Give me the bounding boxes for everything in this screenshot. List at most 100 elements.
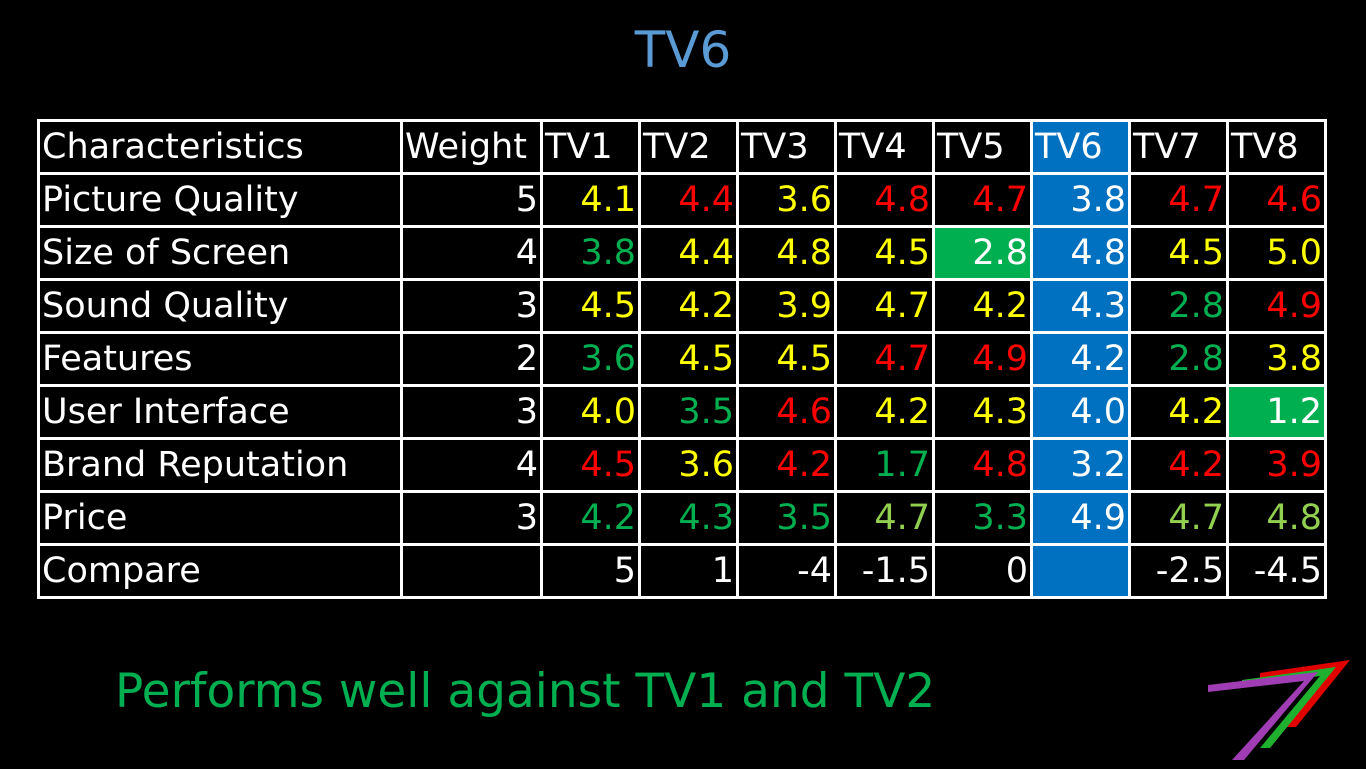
score-cell: -4 [736, 543, 837, 599]
row-label: Size of Screen [37, 225, 403, 281]
table-row: Price 3 4.2 4.3 3.5 4.7 3.3 4.9 4.7 4.8 [37, 490, 1327, 546]
score-cell: 4.5 [834, 225, 935, 281]
weight-cell: 4 [400, 437, 543, 493]
score-cell: 4.6 [1226, 172, 1327, 228]
weight-cell: 3 [400, 490, 543, 546]
row-label: User Interface [37, 384, 403, 440]
score-cell: 4.9 [1030, 490, 1131, 546]
score-cell: 4.5 [540, 278, 641, 334]
score-cell: 4.7 [1128, 490, 1229, 546]
row-label: Features [37, 331, 403, 387]
weight-cell: 4 [400, 225, 543, 281]
table-row: Sound Quality 3 4.5 4.2 3.9 4.7 4.2 4.3 2.8 4.9 [37, 278, 1327, 334]
score-cell: 4.9 [1226, 278, 1327, 334]
score-cell: 3.2 [1030, 437, 1131, 493]
score-cell: 4.6 [736, 384, 837, 440]
score-cell: 4.8 [1226, 490, 1327, 546]
table-row: Picture Quality 5 4.1 4.4 3.6 4.8 4.7 3.8 4.7 4.6 [37, 172, 1327, 228]
score-cell: 4.5 [638, 331, 739, 387]
score-cell: 1.2 [1226, 384, 1327, 440]
table-row: User Interface 3 4.0 3.5 4.6 4.2 4.3 4.0 4.2 1.2 [37, 384, 1327, 440]
score-cell: 4.2 [932, 278, 1033, 334]
score-cell [1030, 543, 1131, 599]
weight-cell: 5 [400, 172, 543, 228]
score-cell: 3.8 [1030, 172, 1131, 228]
score-cell: 4.7 [1128, 172, 1229, 228]
score-cell: 2.8 [1128, 278, 1229, 334]
weight-cell: 2 [400, 331, 543, 387]
header-cell: TV4 [834, 119, 935, 175]
score-cell: 4.5 [540, 437, 641, 493]
score-cell: 1.7 [834, 437, 935, 493]
score-cell: 4.9 [932, 331, 1033, 387]
table-row: Features 2 3.6 4.5 4.5 4.7 4.9 4.2 2.8 3.8 [37, 331, 1327, 387]
header-cell: TV8 [1226, 119, 1327, 175]
row-label: Compare [37, 543, 403, 599]
score-cell: 4.5 [736, 331, 837, 387]
score-cell: 3.5 [736, 490, 837, 546]
score-cell: 4.7 [932, 172, 1033, 228]
header-cell: TV1 [540, 119, 641, 175]
header-cell: Weight [400, 119, 543, 175]
score-cell: -2.5 [1128, 543, 1229, 599]
weight-cell [400, 543, 543, 599]
score-cell: 4.2 [1128, 437, 1229, 493]
weight-cell: 3 [400, 278, 543, 334]
score-cell: 1 [638, 543, 739, 599]
score-cell: 4.1 [540, 172, 641, 228]
score-cell: -1.5 [834, 543, 935, 599]
summary-text: Performs well against TV1 and TV2 [115, 664, 936, 719]
score-cell: 4.7 [834, 278, 935, 334]
score-cell: 3.3 [932, 490, 1033, 546]
score-cell: 5.0 [1226, 225, 1327, 281]
table-row: Size of Screen 4 3.8 4.4 4.8 4.5 2.8 4.8 4.5 5.0 [37, 225, 1327, 281]
score-cell: 4.4 [638, 172, 739, 228]
score-cell: 4.2 [638, 278, 739, 334]
score-cell: 4.7 [834, 331, 935, 387]
score-cell: 4.8 [834, 172, 935, 228]
score-cell: 3.5 [638, 384, 739, 440]
row-label: Brand Reputation [37, 437, 403, 493]
score-cell: 4.8 [1030, 225, 1131, 281]
score-cell: 3.6 [540, 331, 641, 387]
score-cell: 4.2 [736, 437, 837, 493]
score-cell: 4.7 [834, 490, 935, 546]
slide-title: TV6 [634, 21, 732, 79]
score-cell: 4.0 [540, 384, 641, 440]
score-cell: 3.8 [1226, 331, 1327, 387]
score-cell: 4.8 [736, 225, 837, 281]
score-cell: 4.3 [1030, 278, 1131, 334]
header-row: Characteristics Weight TV1 TV2 TV3 TV4 TV5 TV6 T… [37, 119, 1327, 175]
score-cell: 3.8 [540, 225, 641, 281]
row-label: Picture Quality [37, 172, 403, 228]
score-cell: 0 [932, 543, 1033, 599]
table-row: Compare 5 1 -4 -1.5 0 -2.5 -4.5 [37, 543, 1327, 599]
row-label: Price [37, 490, 403, 546]
header-cell: TV5 [932, 119, 1033, 175]
score-cell: 2.8 [932, 225, 1033, 281]
header-cell: Characteristics [37, 119, 403, 175]
score-cell: 4.4 [638, 225, 739, 281]
score-cell: 4.0 [1030, 384, 1131, 440]
header-cell: TV6 [1030, 119, 1131, 175]
header-cell: TV7 [1128, 119, 1229, 175]
table-body: Characteristics Weight TV1 TV2 TV3 TV4 TV5 TV6 T… [37, 119, 1327, 599]
score-cell: 4.8 [932, 437, 1033, 493]
score-cell: 3.6 [638, 437, 739, 493]
score-cell: 4.2 [540, 490, 641, 546]
weight-cell: 3 [400, 384, 543, 440]
score-cell: 2.8 [1128, 331, 1229, 387]
comparison-table: Characteristics Weight TV1 TV2 TV3 TV4 TV5 TV6 T… [37, 119, 1327, 599]
header-cell: TV2 [638, 119, 739, 175]
score-cell: 4.5 [1128, 225, 1229, 281]
score-cell: 4.2 [834, 384, 935, 440]
row-label: Sound Quality [37, 278, 403, 334]
stripes-seven-logo-icon [1200, 655, 1360, 769]
score-cell: 4.3 [638, 490, 739, 546]
score-cell: 3.9 [736, 278, 837, 334]
score-cell: 3.9 [1226, 437, 1327, 493]
score-cell: 5 [540, 543, 641, 599]
header-cell: TV3 [736, 119, 837, 175]
table-row: Brand Reputation 4 4.5 3.6 4.2 1.7 4.8 3.2 4.2 3.… [37, 437, 1327, 493]
score-cell: -4.5 [1226, 543, 1327, 599]
